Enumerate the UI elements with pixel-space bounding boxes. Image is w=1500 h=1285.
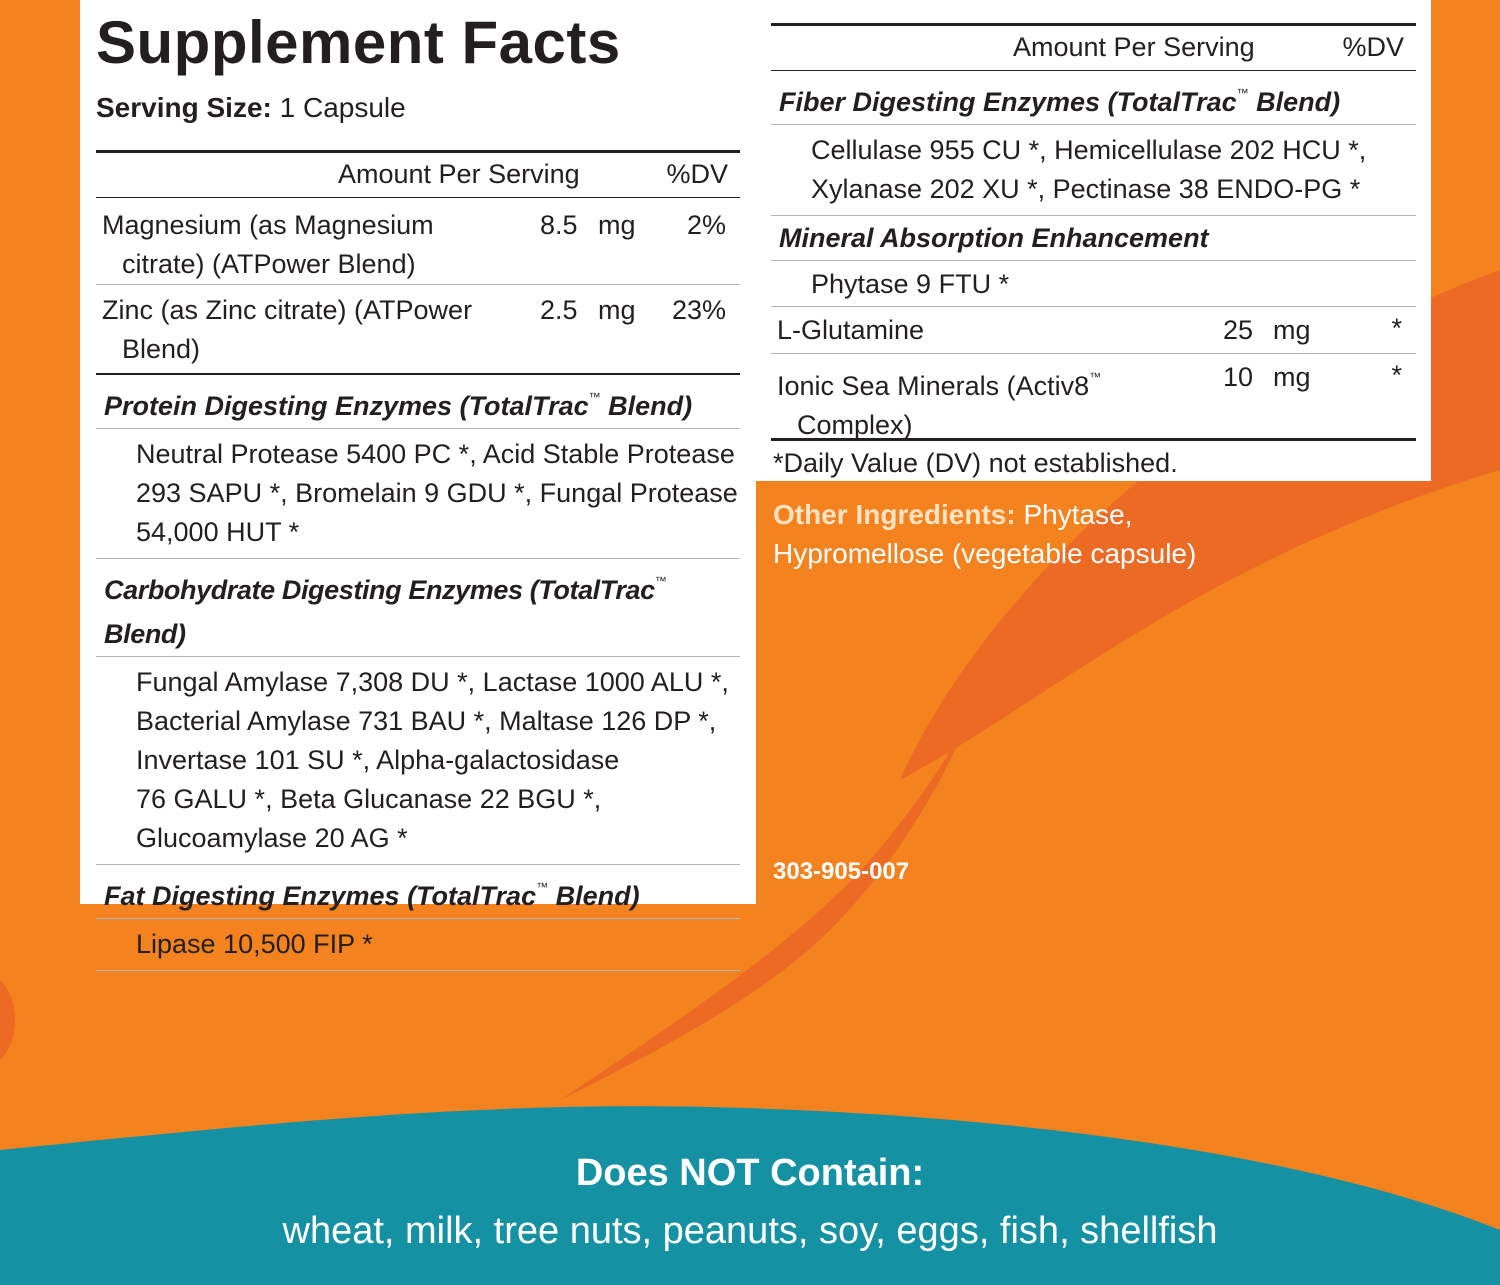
nutrient-amount: 2.5 (540, 295, 578, 325)
divider (96, 656, 740, 657)
dv-header: %DV (666, 159, 728, 189)
dv-header: %DV (1342, 32, 1404, 62)
divider (771, 306, 1416, 307)
blend-ingredients-fiber: Cellulase 955 CU *, Hemicellulase 202 HC… (811, 135, 1367, 204)
divider (96, 197, 740, 198)
divider (771, 23, 1416, 26)
amount-header: Amount Per Serving (1013, 32, 1255, 62)
divider (96, 428, 740, 429)
serving-size-label: Serving Size: (96, 92, 272, 123)
amount-header: Amount Per Serving (338, 159, 580, 189)
nutrient-dv: 2% (686, 210, 726, 240)
divider (96, 864, 740, 865)
allergen-list: wheat, milk, tree nuts, peanuts, soy, eg… (282, 1210, 1218, 1252)
dv-footnote: *Daily Value (DV) not established. (773, 448, 1178, 478)
label-title: Supplement Facts (96, 9, 621, 76)
nutrient-dv: * (1391, 313, 1402, 343)
blend-title-fiber: Fiber Digesting Enzymes (TotalTrac™ Blen… (779, 86, 1341, 117)
teal-band (0, 1106, 1500, 1285)
product-code: 303-905-007 (773, 858, 910, 885)
serving-size-value: 1 Capsule (279, 92, 406, 123)
serving-size: Serving Size: 1 Capsule (96, 92, 406, 124)
other-ingredients-label: Other Ingredients: (773, 499, 1016, 530)
blend-ingredients-protein: Neutral Protease 5400 PC *, Acid Stable … (136, 439, 738, 547)
divider (96, 284, 740, 285)
column-header-row: Amount Per Serving %DV (96, 153, 740, 197)
blend-title-fat: Fat Digesting Enzymes (TotalTrac™ Blend) (104, 880, 640, 911)
divider (771, 260, 1416, 261)
divider (96, 558, 740, 559)
divider (96, 150, 740, 153)
nutrient-row-zinc: Zinc (as Zinc citrate) (ATPower Blend) 2… (96, 285, 740, 373)
nutrient-dv: 23% (671, 295, 726, 325)
nutrient-dv: * (1391, 360, 1402, 390)
nutrient-row-magnesium: Magnesium (as Magnesium citrate) (ATPowe… (96, 198, 740, 284)
divider (96, 373, 740, 375)
nutrient-amount: 8.5 (540, 210, 578, 240)
nutrient-name: Ionic Sea Minerals (Activ8™ Complex) (777, 370, 1102, 440)
divider (771, 438, 1416, 441)
nutrient-row-glutamine: L-Glutamine 25 mg * (771, 307, 1416, 353)
nutrient-unit: mg (598, 210, 636, 240)
nutrient-name: Zinc (as Zinc citrate) (ATPower Blend) (102, 295, 473, 364)
nutrient-name: Magnesium (as Magnesium citrate) (ATPowe… (102, 210, 434, 279)
blend-ingredients-fat: Lipase 10,500 FIP * (136, 929, 373, 959)
nutrient-row-ionic-sea-minerals: Ionic Sea Minerals (Activ8™ Complex) 10 … (771, 354, 1416, 440)
allergen-title: Does NOT Contain: (575, 1152, 925, 1194)
supplement-facts-left-panel: Supplement Facts Serving Size: 1 Capsule… (80, 0, 756, 971)
nutrient-unit: mg (598, 295, 636, 325)
column-header-row: Amount Per Serving %DV (771, 26, 1416, 70)
nutrient-unit: mg (1273, 362, 1311, 392)
divider (771, 70, 1416, 71)
divider (96, 918, 740, 919)
nutrient-amount: 25 (1223, 315, 1254, 345)
supplement-facts-right-panel: Amount Per Serving %DV Fiber Digesting E… (756, 0, 1431, 481)
blend-ingredients-carbohydrate: Fungal Amylase 7,308 DU *, Lactase 1000 … (136, 667, 729, 853)
nutrient-amount: 10 (1223, 362, 1254, 392)
blend-title-carbohydrate: Carbohydrate Digesting Enzymes (TotalTra… (104, 574, 667, 649)
nutrient-unit: mg (1273, 315, 1311, 345)
nutrient-name: L-Glutamine (777, 315, 925, 345)
other-ingredients: Other Ingredients: Phytase, Hypromellose… (773, 499, 1197, 569)
blend-title-mineral: Mineral Absorption Enhancement (779, 223, 1209, 253)
blend-title-protein: Protein Digesting Enzymes (TotalTrac™ Bl… (104, 390, 693, 421)
divider (771, 353, 1416, 354)
divider (96, 970, 740, 971)
divider (771, 215, 1416, 216)
divider (771, 124, 1416, 125)
blend-ingredients-mineral: Phytase 9 FTU * (811, 269, 1010, 299)
